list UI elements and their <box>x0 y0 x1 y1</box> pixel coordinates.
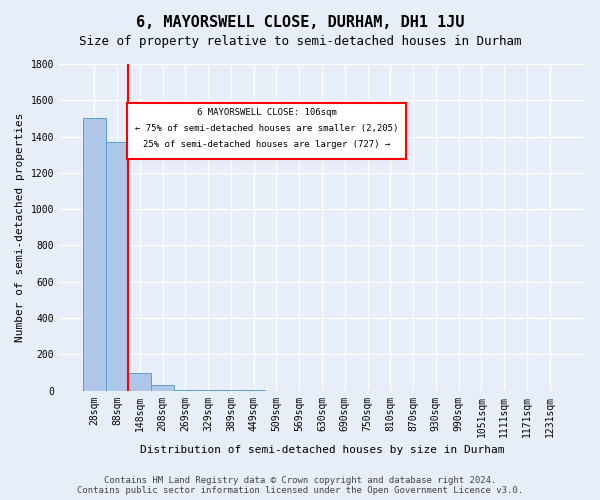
Bar <box>106 142 128 390</box>
Text: Size of property relative to semi-detached houses in Durham: Size of property relative to semi-detach… <box>79 35 521 48</box>
FancyBboxPatch shape <box>127 103 406 158</box>
Y-axis label: Number of semi-detached properties: Number of semi-detached properties <box>15 112 25 342</box>
Bar <box>151 385 174 390</box>
Text: ← 75% of semi-detached houses are smaller (2,205): ← 75% of semi-detached houses are smalle… <box>135 124 398 133</box>
Text: Contains HM Land Registry data © Crown copyright and database right 2024.
Contai: Contains HM Land Registry data © Crown c… <box>77 476 523 495</box>
Bar <box>83 118 106 390</box>
X-axis label: Distribution of semi-detached houses by size in Durham: Distribution of semi-detached houses by … <box>140 445 504 455</box>
Bar <box>128 374 151 390</box>
Text: 6 MAYORSWELL CLOSE: 106sqm: 6 MAYORSWELL CLOSE: 106sqm <box>197 108 337 117</box>
Text: 6, MAYORSWELL CLOSE, DURHAM, DH1 1JU: 6, MAYORSWELL CLOSE, DURHAM, DH1 1JU <box>136 15 464 30</box>
Text: 25% of semi-detached houses are larger (727) →: 25% of semi-detached houses are larger (… <box>143 140 391 149</box>
